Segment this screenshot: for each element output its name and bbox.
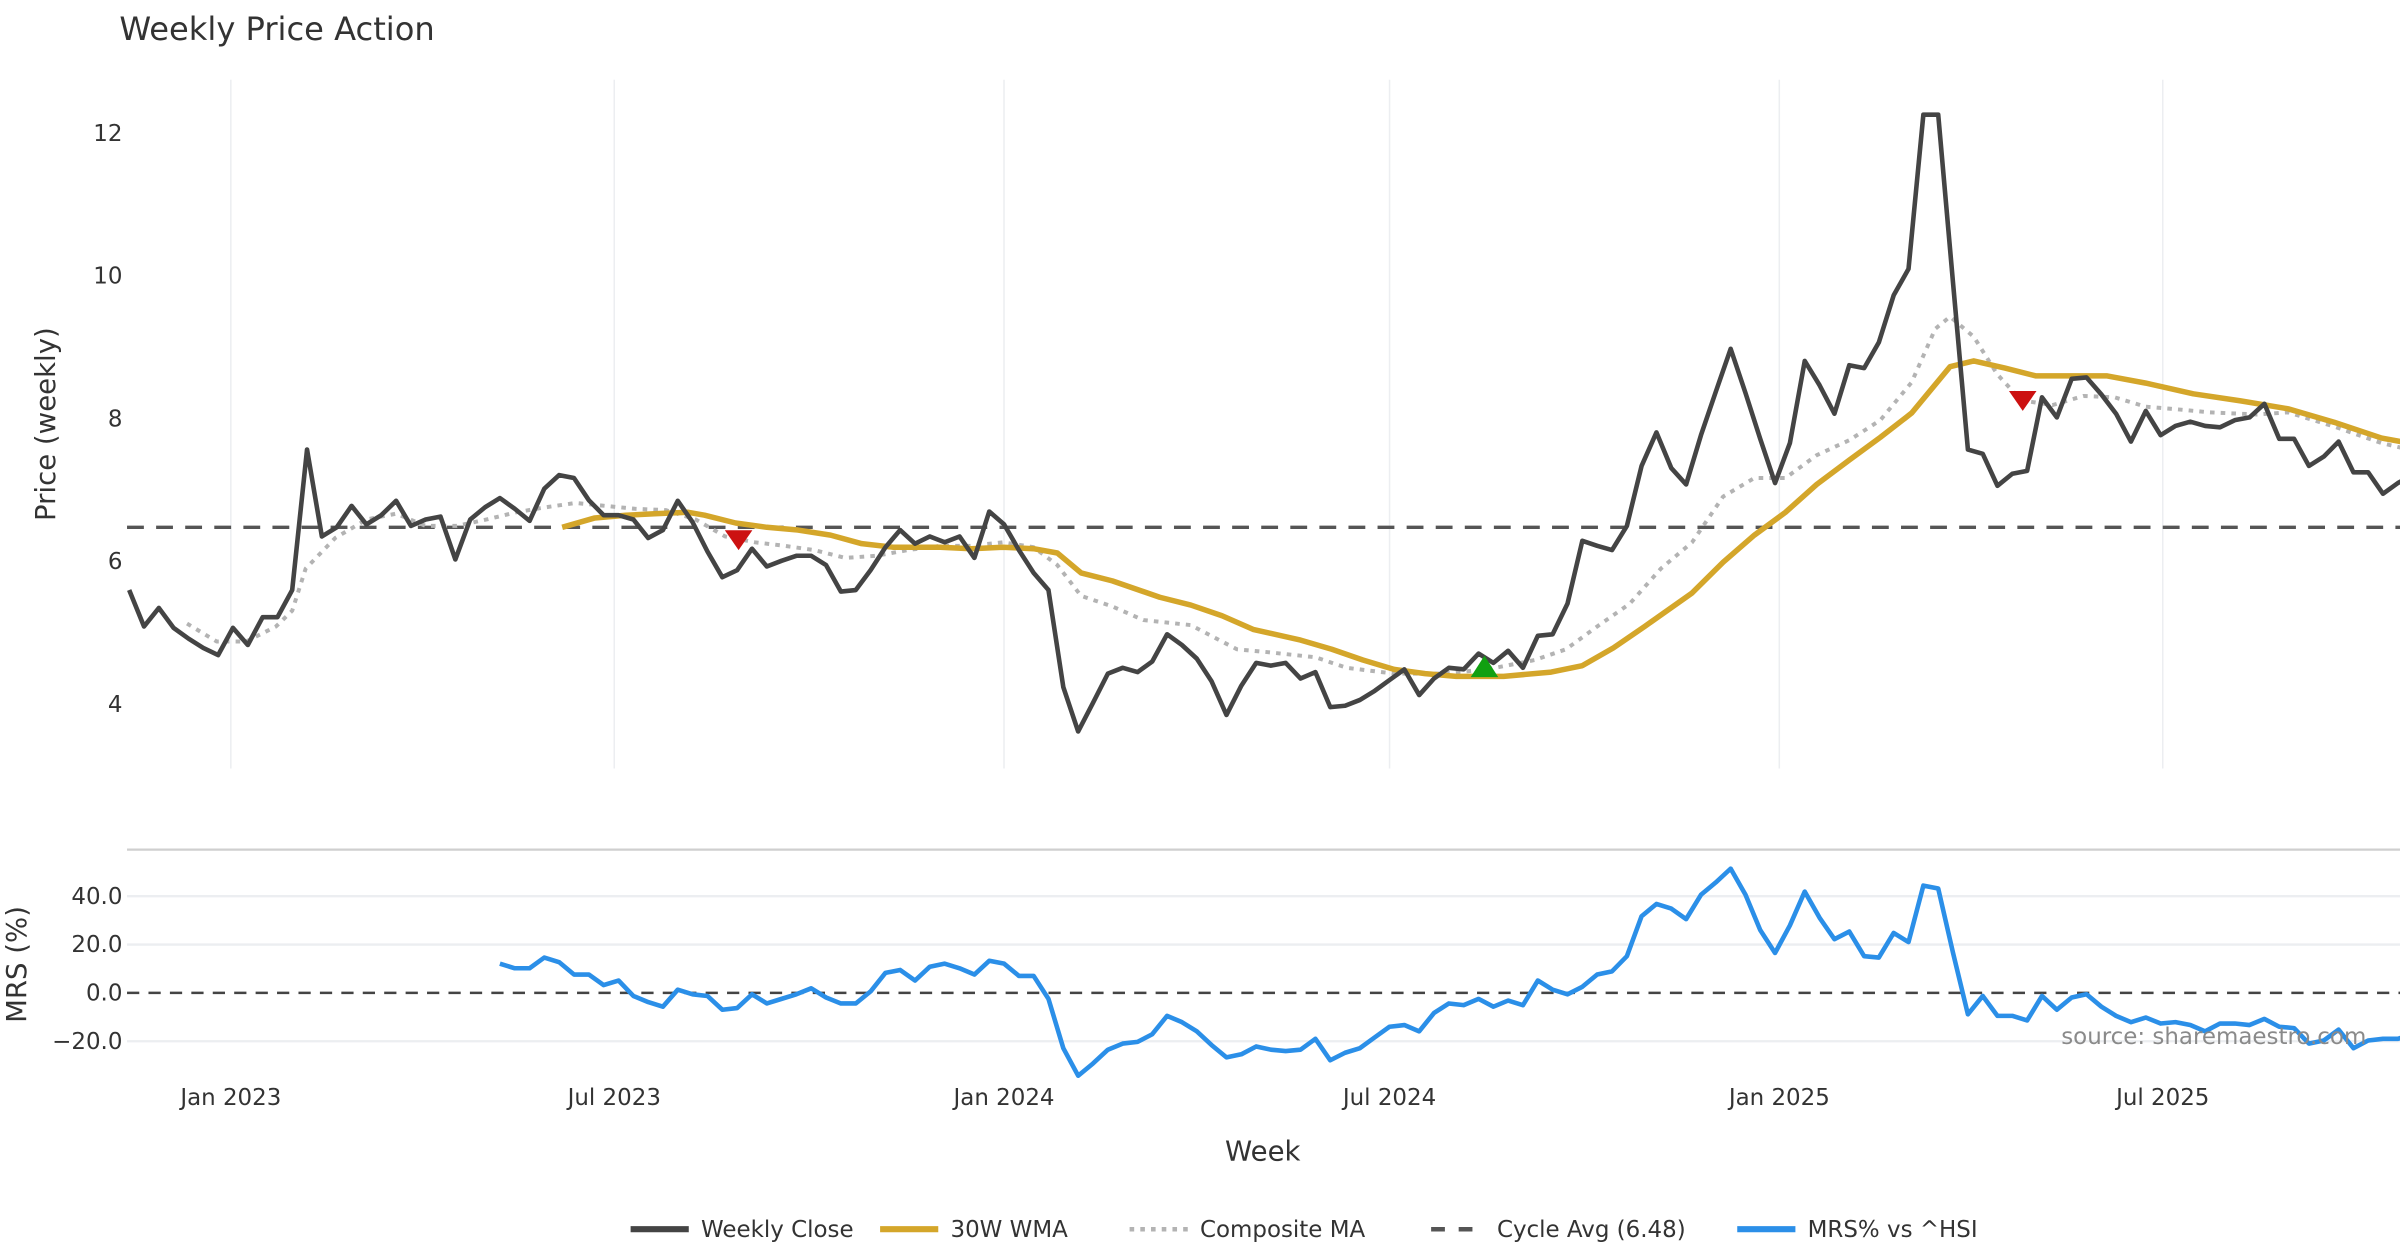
x-axis-title: Week	[1225, 1135, 1301, 1167]
mrs-y-tick-label: −20.0	[52, 1029, 122, 1055]
gridlines	[127, 79, 2400, 1043]
sell-signal-marker	[724, 530, 753, 551]
price-axis-title: Price (weekly)	[30, 327, 62, 521]
legend-item[interactable]: Cycle Avg (6.48)	[1431, 1217, 1686, 1243]
legend-label: 30W WMA	[951, 1217, 1069, 1243]
signal-markers	[724, 391, 2037, 678]
mrs-axis-title: MRS (%)	[1, 906, 33, 1023]
sell-signal-marker	[2008, 391, 2037, 411]
mrs-y-tick-label: 0.0	[86, 981, 122, 1007]
legend-label: Weekly Close	[701, 1217, 854, 1243]
price-y-tick-label: 6	[108, 549, 123, 575]
wma-30w-line	[561, 358, 2400, 680]
buy-signal-marker	[1470, 655, 1499, 678]
weekly-close-line	[127, 112, 2400, 734]
x-tick-label: Jul 2023	[566, 1085, 661, 1111]
mrs-y-tick-label: 40.0	[71, 884, 122, 910]
chart-title: Weekly Price Action	[119, 10, 434, 48]
legend: Weekly Close 30W WMA Composite MA Cycle Avg…	[630, 1217, 1978, 1243]
price-y-tick-label: 4	[108, 692, 123, 718]
price-y-tick-label: 8	[108, 406, 123, 432]
legend-item[interactable]: Composite MA	[1129, 1217, 1366, 1243]
x-tick-label: Jan 2025	[1727, 1085, 1830, 1111]
legend-label: Composite MA	[1200, 1217, 1365, 1243]
mrs-line	[499, 866, 2400, 1079]
series-layer	[127, 112, 2400, 1079]
composite-ma-line	[186, 314, 2400, 676]
legend-item[interactable]: 30W WMA	[880, 1217, 1068, 1243]
legend-item[interactable]: MRS% vs ^HSI	[1737, 1217, 1978, 1243]
legend-label: Cycle Avg (6.48)	[1497, 1217, 1686, 1243]
tick-labels: Jan 2023 Jul 2023 Jan 2024 Jul 2024 Jan 2025…	[52, 121, 2209, 1111]
mrs-y-tick-label: 20.0	[71, 932, 122, 958]
legend-item[interactable]: Weekly Close	[630, 1217, 854, 1243]
x-tick-label: Jan 2024	[952, 1085, 1055, 1111]
legend-label: MRS% vs ^HSI	[1808, 1217, 1978, 1243]
x-tick-label: Jul 2024	[1341, 1085, 1436, 1111]
x-tick-label: Jul 2025	[2114, 1085, 2209, 1111]
source-credit: source: sharemaestro.com	[2061, 1024, 2366, 1050]
price-y-tick-label: 12	[93, 121, 122, 147]
x-tick-label: Jan 2023	[178, 1085, 281, 1111]
price-y-tick-label: 10	[93, 264, 122, 290]
